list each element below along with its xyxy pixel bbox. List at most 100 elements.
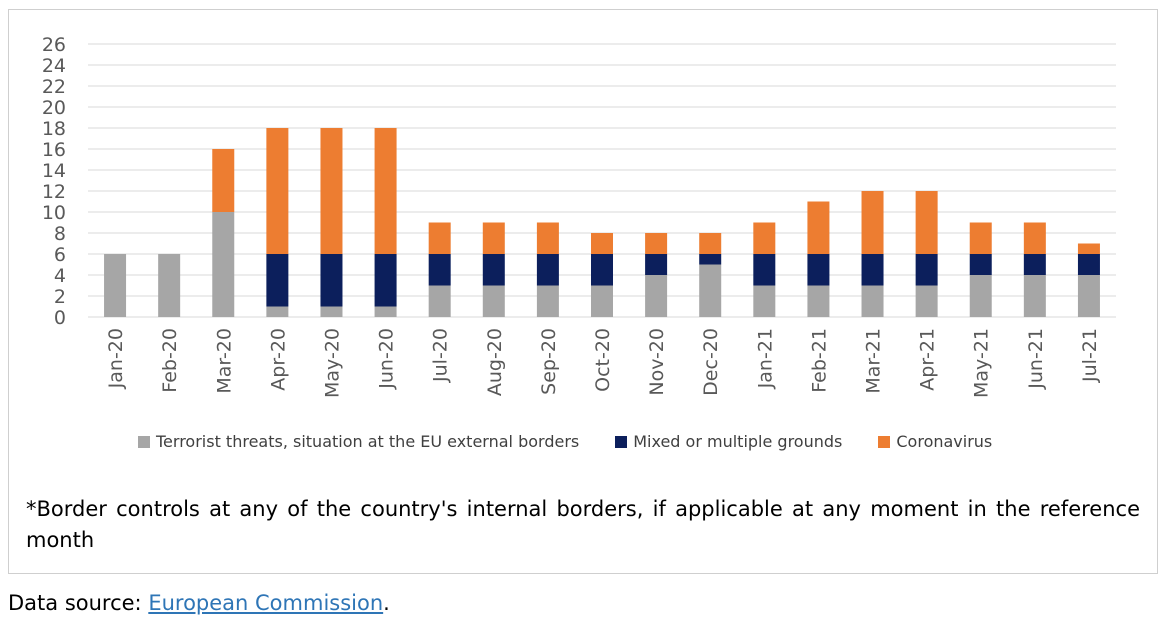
bar-segment-Feb-21-series-1 <box>807 254 830 286</box>
chart-frame <box>8 9 1158 574</box>
bar-segment-Mar-21-series-0 <box>861 285 884 317</box>
legend-item-terrorist: Terrorist threats, situation at the EU e… <box>138 432 579 451</box>
y-tick-label: 2 <box>54 286 66 308</box>
bar-segment-Apr-20-series-2 <box>266 128 289 254</box>
footnote: *Border controls at any of the country's… <box>26 497 1140 552</box>
bar-segment-Aug-20-series-1 <box>482 254 505 286</box>
legend-swatch-mixed <box>615 435 628 448</box>
bar-segment-May-21-series-2 <box>969 222 992 254</box>
bar-segment-Oct-20-series-0 <box>591 285 613 317</box>
x-tick-label: May-20 <box>321 328 343 398</box>
legend-label-coronavirus: Coronavirus <box>896 432 993 451</box>
legend-swatch-terrorist <box>138 435 150 448</box>
y-tick-label: 20 <box>42 97 66 119</box>
y-tick-label: 16 <box>42 139 66 161</box>
x-tick-label: Jun-20 <box>376 328 398 390</box>
x-tick-label: Mar-20 <box>213 328 235 394</box>
bar-segment-Jul-21-series-0 <box>1077 275 1100 317</box>
x-tick-label: Apr-20 <box>267 328 289 391</box>
bar-segment-Jun-21-series-2 <box>1023 222 1046 254</box>
bar-segment-May-20-series-1 <box>320 254 343 307</box>
bar-segment-Apr-21-series-2 <box>915 191 938 254</box>
legend-item-mixed: Mixed or multiple grounds <box>615 432 842 451</box>
bar-segment-Dec-20-series-0 <box>699 264 722 317</box>
bar-segment-May-20-series-0 <box>320 306 343 317</box>
bar-segment-Mar-21-series-2 <box>861 191 884 254</box>
bar-segment-Jan-20-series-0 <box>104 254 127 317</box>
x-tick-label: Mar-21 <box>863 328 885 394</box>
bar-segment-Oct-20-series-2 <box>591 233 613 254</box>
bar-segment-Jan-21-series-1 <box>753 254 776 286</box>
bar-segment-Aug-20-series-0 <box>482 285 505 317</box>
bar-segment-Jul-21-series-1 <box>1077 254 1100 275</box>
y-tick-label: 22 <box>42 76 66 98</box>
legend-item-coronavirus: Coronavirus <box>878 432 992 451</box>
bar-segment-Mar-20-series-0 <box>212 212 235 317</box>
bar-segment-Nov-20-series-1 <box>645 254 668 275</box>
x-tick-label: Dec-20 <box>700 328 722 396</box>
y-tick-label: 0 <box>54 307 66 329</box>
bar-segment-Sep-20-series-2 <box>536 222 559 254</box>
x-tick-label: May-21 <box>971 328 993 398</box>
y-tick-label: 10 <box>42 202 66 224</box>
bar-segment-May-20-series-2 <box>320 128 343 254</box>
bar-segment-Jan-21-series-2 <box>753 222 776 254</box>
bar-segment-Feb-20-series-0 <box>158 254 181 317</box>
bar-segment-Jan-21-series-0 <box>753 285 776 317</box>
x-tick-label: Jul-20 <box>430 328 452 383</box>
bars <box>104 128 1100 317</box>
bar-segment-Apr-21-series-1 <box>915 254 938 286</box>
source-prefix: Data source: <box>8 591 149 615</box>
bar-segment-Jul-20-series-1 <box>428 254 451 286</box>
bar-segment-Dec-20-series-1 <box>699 254 722 265</box>
x-tick-label: Jun-21 <box>1025 328 1047 390</box>
bar-segment-Nov-20-series-2 <box>645 233 668 254</box>
bar-segment-Jun-21-series-0 <box>1023 275 1046 317</box>
x-tick-label: Jan-21 <box>754 328 776 389</box>
source-link[interactable]: European Commission <box>148 591 384 615</box>
gridlines <box>88 43 1116 318</box>
bar-segment-Apr-20-series-0 <box>266 306 289 317</box>
y-tick-label: 8 <box>54 223 66 245</box>
bar-segment-May-21-series-0 <box>969 275 992 317</box>
x-tick-label: Apr-21 <box>917 328 939 391</box>
bar-segment-Apr-20-series-1 <box>266 254 289 307</box>
bar-segment-Jul-20-series-2 <box>428 222 451 254</box>
bar-segment-Sep-20-series-0 <box>536 285 559 317</box>
legend-label-mixed: Mixed or multiple grounds <box>633 432 843 451</box>
bar-segment-Apr-21-series-0 <box>915 285 938 317</box>
x-tick-label: Nov-20 <box>646 328 668 396</box>
bar-segment-Jun-20-series-2 <box>374 128 397 254</box>
y-tick-label: 4 <box>54 265 66 287</box>
bar-segment-Jul-20-series-0 <box>428 285 451 317</box>
x-tick-label: Feb-20 <box>159 328 181 393</box>
legend-label-terrorist: Terrorist threats, situation at the EU e… <box>156 432 580 451</box>
bar-segment-Jul-21-series-2 <box>1077 243 1100 254</box>
y-tick-label: 14 <box>42 160 66 182</box>
bar-segment-Dec-20-series-2 <box>699 233 722 254</box>
bar-segment-Jun-20-series-0 <box>374 306 397 317</box>
bar-segment-Jun-21-series-1 <box>1023 254 1046 275</box>
bar-segment-Feb-21-series-0 <box>807 285 830 317</box>
x-tick-label: Jul-21 <box>1079 328 1101 383</box>
bar-segment-Sep-20-series-1 <box>536 254 559 286</box>
data-source: Data source: European Commission. <box>8 591 390 615</box>
legend-swatch-coronavirus <box>878 435 891 448</box>
bar-segment-Mar-21-series-1 <box>861 254 884 286</box>
source-suffix: . <box>383 591 390 615</box>
bar-segment-Jun-20-series-1 <box>374 254 397 307</box>
y-tick-label: 18 <box>42 118 66 140</box>
bar-segment-May-21-series-1 <box>969 254 992 275</box>
x-axis-ticks: Jan-20 Feb-20 Mar-20 Apr-20 May-20 Jun-20 Jul-… <box>105 328 1101 398</box>
bar-segment-Aug-20-series-2 <box>482 222 505 254</box>
y-tick-label: 26 <box>42 34 66 56</box>
x-tick-label: Sep-20 <box>538 328 560 395</box>
legend: Terrorist threats, situation at the EU e… <box>138 432 1028 451</box>
x-tick-label: Aug-20 <box>484 328 506 396</box>
y-tick-label: 24 <box>42 55 66 77</box>
bar-segment-Mar-20-series-2 <box>212 149 235 212</box>
y-tick-label: 12 <box>42 181 66 203</box>
y-tick-label: 6 <box>54 244 66 266</box>
x-tick-label: Oct-20 <box>592 328 614 392</box>
